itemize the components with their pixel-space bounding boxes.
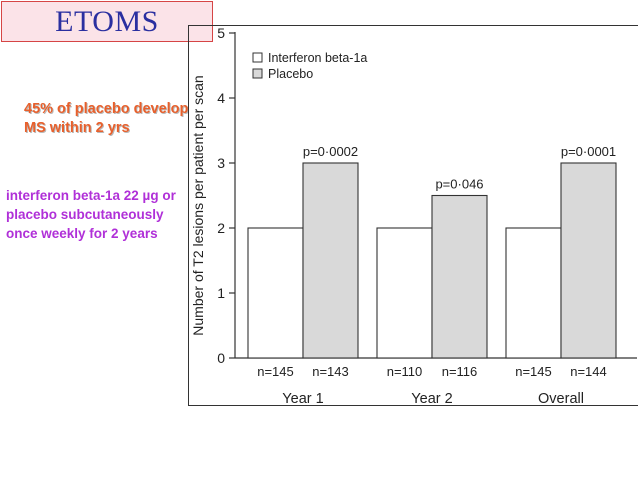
category-label-1: Year 2: [411, 391, 452, 407]
n-label-placebo-2: n=144: [570, 364, 607, 379]
bar-placebo-2: [560, 162, 617, 359]
slide-title-box: ETOMS: [1, 1, 213, 42]
n-label-placebo-0: n=143: [312, 364, 349, 379]
y-tick-label-0: 0: [217, 350, 225, 366]
slide-title: ETOMS: [55, 4, 159, 38]
y-axis-label: Number of T2 lesions per patient per sca…: [190, 75, 206, 335]
n-label-interferon-0: n=145: [257, 364, 294, 379]
category-label-2: Overall: [538, 391, 584, 407]
p-value-label-2: p=0·0001: [561, 144, 616, 159]
y-tick-label-1: 1: [217, 285, 225, 301]
category-label-0: Year 1: [282, 391, 323, 407]
chart-frame: [188, 25, 638, 406]
p-value-label-1: p=0·046: [435, 177, 483, 192]
p-value-label-0: p=0·0002: [303, 144, 358, 159]
y-tick-label-3: 3: [217, 155, 225, 171]
method-note: interferon beta-1a 22 µg or placebo subc…: [6, 188, 176, 241]
n-label-interferon-1: n=110: [387, 364, 423, 379]
bar-interferon-2: [505, 227, 562, 359]
n-label-placebo-1: n=116: [442, 364, 478, 379]
legend-label-interferon: Interferon beta-1a: [268, 51, 367, 65]
legend-swatch-interferon: [252, 52, 263, 63]
n-label-interferon-2: n=145: [515, 364, 552, 379]
bar-interferon-1: [376, 227, 433, 359]
y-tick-label-2: 2: [217, 220, 225, 236]
bar-placebo-0: [302, 162, 359, 359]
bar-interferon-0: [247, 227, 304, 359]
highlight-note: 45% of placebo develop MS within 2 yrs: [24, 101, 189, 136]
legend-swatch-placebo: [252, 68, 263, 79]
bar-placebo-1: [431, 194, 488, 359]
y-tick-label-5: 5: [217, 25, 225, 41]
y-tick-label-4: 4: [217, 90, 225, 106]
legend-label-placebo: Placebo: [268, 67, 313, 81]
